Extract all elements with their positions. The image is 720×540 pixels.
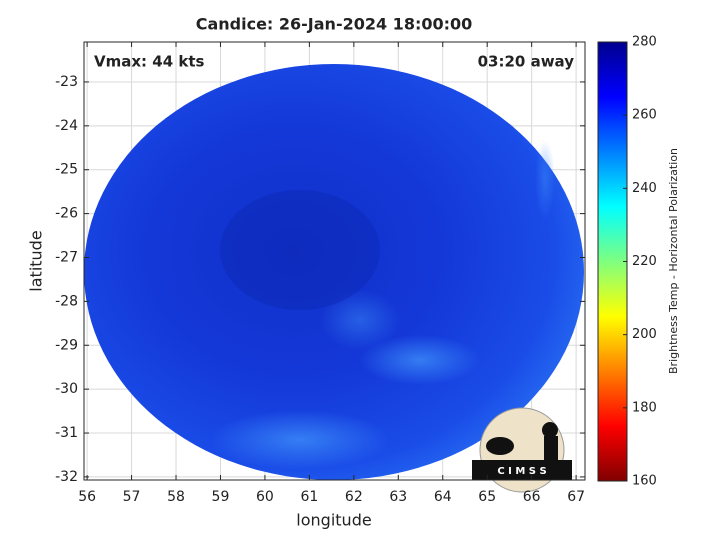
x-tick-label: 62 [345,489,363,505]
logo-text: C I M S S [497,466,546,477]
y-tick-label: -32 [55,469,78,485]
y-axis-label: latitude [27,230,46,291]
logo-tank [542,422,558,438]
y-tick-label: -25 [55,162,78,178]
colorbar-tick-label: 180 [632,400,657,415]
colorbar-tick-label: 260 [632,108,657,123]
annotation: Vmax: 44 kts [94,53,204,71]
y-tick-label: -30 [55,381,78,397]
logo-tower [544,436,558,460]
y-tick-label: -31 [55,425,78,441]
x-tick-label: 56 [78,489,96,505]
logo-bar [472,460,572,480]
colorbar-tick-label: 200 [632,327,657,342]
image-feature [210,410,390,470]
image-feature [360,335,480,385]
y-tick-label: -28 [55,293,78,309]
logo: C I M S S [472,407,572,493]
x-tick-label: 60 [256,489,274,505]
x-tick-label: 67 [567,489,585,505]
x-tick-label: 64 [434,489,452,505]
x-tick-label: 61 [300,489,318,505]
y-tick-label: -26 [55,206,78,222]
plot-frame [83,41,586,481]
y-tick-label: -24 [55,118,78,134]
satellite-image [84,64,584,480]
y-tick-label: -23 [55,74,78,90]
image-feature [220,190,380,310]
colorbar-tick-label: 220 [632,254,657,269]
colorbar-label: Brightness Temp - Horizontal Polarizatio… [667,148,680,374]
x-tick-label: 63 [389,489,407,505]
x-tick-label: 58 [167,489,185,505]
y-tick-label: -27 [55,249,78,265]
x-tick-label: 57 [123,489,141,505]
colorbar-tick-label: 240 [632,181,657,196]
x-tick-label: 65 [478,489,496,505]
colorbar-tick-label: 160 [632,474,657,489]
x-axis-label: longitude [296,511,371,530]
image-feature [320,290,400,350]
x-tick-label: 59 [212,489,230,505]
colorbar [597,41,628,482]
chart-title: Candice: 26-Jan-2024 18:00:00 [196,15,473,34]
annotation: 03:20 away [478,53,575,71]
y-tick-label: -29 [55,337,78,353]
x-tick-label: 66 [523,489,541,505]
colorbar-tick-label: 280 [632,35,657,50]
logo-dish [486,437,514,455]
image-feature [535,140,555,220]
